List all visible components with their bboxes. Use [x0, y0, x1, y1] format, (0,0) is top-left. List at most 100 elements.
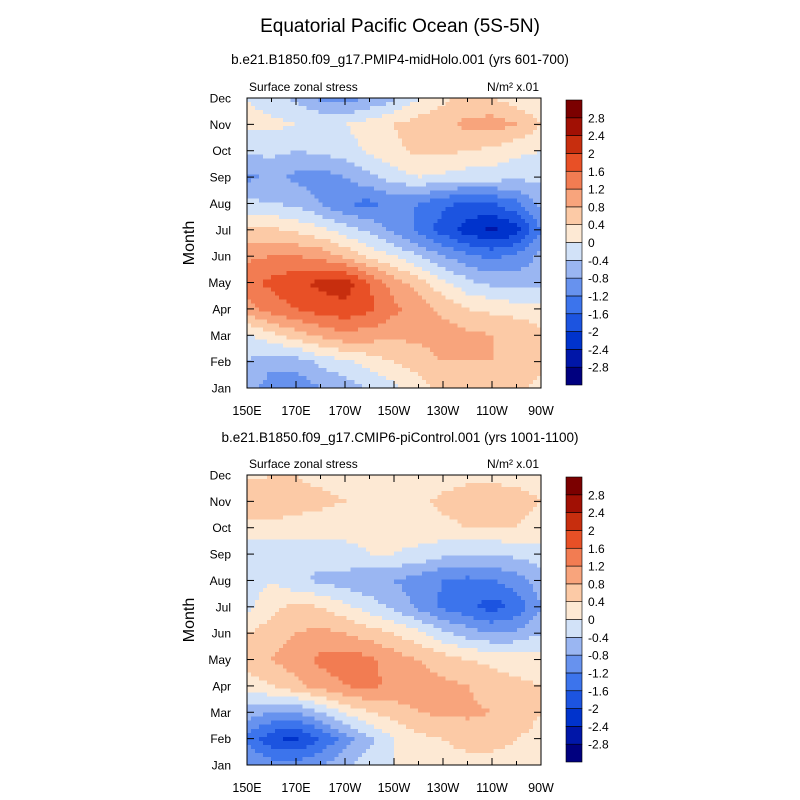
field-cell [394, 234, 399, 240]
field-cell [417, 279, 423, 284]
field-cell [401, 198, 407, 204]
field-cell [247, 351, 252, 357]
field-cell [370, 307, 375, 313]
field-cell [274, 323, 280, 329]
field-cell [449, 214, 455, 220]
field-cell [513, 218, 518, 224]
field-cell [401, 142, 407, 147]
field-cell [330, 210, 335, 216]
field-cell [258, 194, 264, 200]
field-cell [282, 106, 288, 111]
field-cell [274, 299, 280, 305]
field-cell [421, 194, 427, 200]
field-cell [342, 214, 347, 220]
field-cell [306, 134, 312, 139]
field-cell [290, 275, 296, 280]
field-cell [366, 347, 371, 353]
field-cell [326, 311, 332, 317]
field-cell [374, 186, 379, 192]
field-cell [477, 331, 482, 337]
field-cell [489, 170, 494, 176]
field-cell [326, 190, 332, 196]
field-cell [481, 319, 486, 325]
field-cell [386, 210, 391, 216]
field-cell [445, 238, 451, 244]
field-cell [417, 174, 423, 180]
field-cell [429, 359, 435, 365]
field-cell [298, 110, 304, 115]
field-cell [306, 347, 312, 353]
field-cell [517, 319, 522, 325]
field-cell [457, 110, 463, 115]
field-cell [537, 230, 542, 236]
field-cell [421, 218, 427, 224]
field-cell [390, 351, 395, 357]
field-cell [521, 126, 526, 131]
field-cell [350, 267, 355, 272]
field-cell [258, 154, 264, 160]
field-cell [310, 238, 316, 244]
field-cell [254, 315, 260, 321]
field-cell [425, 150, 431, 155]
field-cell [302, 178, 308, 184]
field-cell [453, 267, 459, 272]
field-cell [374, 230, 379, 236]
field-cell [250, 190, 256, 196]
field-cell [278, 230, 284, 236]
field-cell [497, 98, 502, 103]
field-cell [497, 251, 502, 256]
field-cell [370, 271, 375, 276]
field-cell [529, 279, 534, 284]
field-cell [294, 271, 300, 276]
field-cell [513, 166, 518, 172]
field-cell [274, 363, 280, 369]
field-cell [473, 315, 479, 321]
field-cell [521, 263, 526, 268]
field-cell [433, 178, 439, 184]
field-cell [350, 198, 355, 204]
field-cell [449, 339, 455, 345]
field-cell [354, 166, 359, 172]
field-cell [481, 251, 486, 256]
field-cell [366, 275, 371, 280]
field-cell [254, 335, 260, 341]
field-cell [366, 303, 371, 309]
field-cell [290, 218, 296, 224]
field-cell [390, 106, 395, 111]
field-cell [290, 118, 296, 123]
field-cell [278, 234, 284, 240]
field-cell [429, 118, 435, 123]
field-cell [350, 271, 355, 276]
field-cell [247, 327, 252, 333]
field-cell [354, 295, 359, 300]
field-cell [298, 367, 304, 373]
field-cell [330, 222, 335, 228]
field-cell [282, 126, 288, 131]
field-cell [342, 174, 347, 180]
field-cell [409, 210, 415, 216]
field-cell [521, 259, 526, 264]
field-cell [306, 174, 312, 180]
field-cell [433, 331, 439, 337]
field-cell [306, 138, 312, 143]
field-cell [382, 363, 387, 369]
field-cell [334, 178, 339, 184]
field-cell [513, 118, 518, 123]
field-cell [505, 299, 510, 305]
field-cell [294, 327, 300, 333]
field-cell [429, 102, 435, 107]
field-cell [397, 198, 403, 204]
field-cell [461, 311, 467, 317]
field-cell [441, 106, 447, 111]
field-cell [254, 134, 260, 139]
field-cell [409, 122, 415, 127]
field-cell [386, 142, 391, 147]
field-cell [254, 327, 260, 333]
field-cell [374, 142, 379, 147]
field-cell [322, 339, 328, 345]
field-cell [382, 343, 387, 349]
field-cell [521, 206, 526, 212]
field-cell [437, 162, 443, 168]
field-cell [489, 134, 494, 139]
field-cell [453, 214, 459, 220]
